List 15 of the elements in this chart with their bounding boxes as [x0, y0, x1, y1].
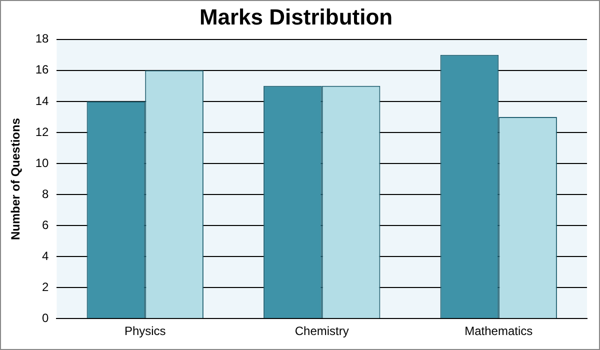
- y-tick-label: 10: [35, 156, 50, 170]
- y-tick-label: 16: [35, 62, 50, 77]
- y-tick-label: 2: [42, 280, 50, 294]
- y-tick-label: 6: [42, 218, 50, 232]
- y-tick-label: 12: [35, 124, 50, 139]
- y-axis-title: Number of Questions: [8, 118, 23, 240]
- y-tick-label: 0: [42, 310, 50, 325]
- x-tick-label: Mathematics: [464, 324, 533, 338]
- y-tick-label: 14: [35, 94, 50, 108]
- chart-title: Marks Distribution: [199, 4, 393, 30]
- y-tick-label: 18: [35, 32, 50, 46]
- y-tick-label: 4: [42, 248, 50, 263]
- x-tick-label: Physics: [124, 324, 166, 338]
- y-tick-label: 8: [42, 186, 50, 201]
- x-tick-label: Chemistry: [294, 324, 349, 338]
